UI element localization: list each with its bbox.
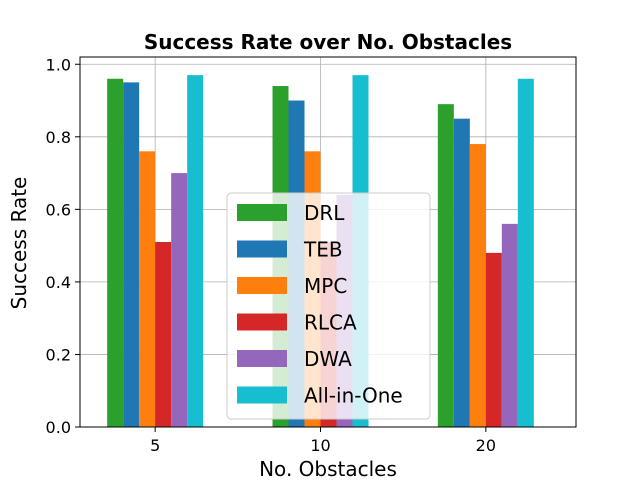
legend-swatch-all-in-one [237, 386, 287, 404]
x-tick-label: 10 [310, 436, 330, 455]
legend-swatch-drl [237, 204, 287, 221]
legend-swatch-dwa [237, 350, 287, 367]
bar-mpc-5 [139, 151, 156, 427]
bar-teb-20 [453, 118, 470, 428]
y-axis-label: Success Rate [7, 177, 31, 310]
legend-swatch-mpc [237, 277, 287, 294]
y-ticks: 0.0 0.2 0.4 0.6 0.8 1.0 [46, 55, 80, 437]
x-tick-label: 5 [150, 436, 160, 455]
legend-swatch-rlca [237, 313, 287, 331]
y-tick-label: 0.2 [46, 345, 71, 364]
legend-label-teb: TEB [303, 238, 343, 262]
legend-label-drl: DRL [304, 201, 345, 225]
x-ticks: 5 10 20 [150, 427, 496, 455]
legend-label-dwa: DWA [304, 347, 352, 371]
y-tick-label: 0.6 [46, 200, 71, 219]
y-tick-label: 0.4 [46, 273, 71, 292]
bar-dwa-5 [171, 173, 188, 427]
legend: DRL TEB MPC RLCA DWA All-in-One [226, 192, 431, 420]
bar-all-in-one-20 [517, 78, 534, 427]
y-tick-label: 1.0 [46, 55, 71, 74]
bar-all-in-one-5 [187, 75, 204, 427]
bar-rlca-20 [485, 252, 502, 427]
x-tick-label: 20 [476, 436, 496, 455]
legend-label-rlca: RLCA [304, 311, 357, 335]
legend-swatch-teb [237, 240, 287, 258]
bar-rlca-5 [155, 242, 172, 427]
legend-label-mpc: MPC [304, 274, 347, 298]
bar-mpc-20 [469, 144, 486, 427]
bar-dwa-20 [501, 223, 518, 427]
y-tick-label: 0.8 [46, 128, 71, 147]
bar-drl-20 [437, 104, 454, 427]
bar-drl-5 [107, 78, 124, 427]
plot-frame [79, 56, 577, 428]
x-axis-label: No. Obstacles [259, 457, 397, 480]
chart-title: Success Rate over No. Obstacles [144, 30, 512, 54]
legend-label-all-in-one: All-in-One [304, 384, 403, 408]
y-tick-label: 0.0 [46, 418, 71, 437]
axes-group [79, 56, 577, 428]
bar-teb-5 [123, 82, 140, 428]
